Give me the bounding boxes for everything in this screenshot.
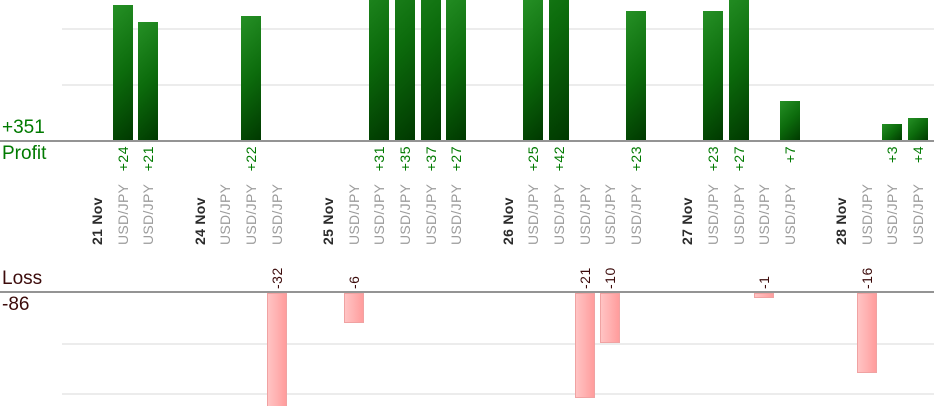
profit-value-label: +35 — [397, 146, 413, 172]
gridline — [62, 343, 934, 345]
profit-value-label: +22 — [243, 146, 259, 172]
instrument-label: USD/JPY — [397, 183, 413, 245]
profit-bar — [369, 0, 389, 141]
profit-bar — [241, 16, 261, 141]
profit-axis-line — [0, 140, 934, 142]
loss-bar — [754, 293, 774, 298]
instrument-label: USD/JPY — [269, 183, 285, 245]
profit-value-label: +23 — [705, 146, 721, 172]
date-label: 28 Nov — [833, 197, 849, 245]
profit-bar — [523, 0, 543, 141]
date-label: 27 Nov — [679, 197, 695, 245]
profit-value-label: +31 — [371, 146, 387, 172]
profit-value-label: +24 — [115, 146, 131, 172]
instrument-label: USD/JPY — [756, 183, 772, 245]
profit-bar — [882, 124, 902, 141]
profit-bar — [113, 5, 133, 141]
loss-value-label: -16 — [859, 267, 875, 289]
profit-value-label: +42 — [551, 146, 567, 172]
loss-value-label: -21 — [577, 267, 593, 289]
profit-value-label: +7 — [782, 146, 798, 163]
gridline — [62, 84, 934, 86]
instrument-label: USD/JPY — [140, 183, 156, 245]
instrument-label: USD/JPY — [705, 183, 721, 245]
profit-bar — [549, 0, 569, 141]
instrument-label: USD/JPY — [731, 183, 747, 245]
instrument-label: USD/JPY — [602, 183, 618, 245]
instrument-label: USD/JPY — [243, 183, 259, 245]
profit-axis-title: Profit — [2, 143, 47, 164]
profit-bar — [395, 0, 415, 141]
profit-plot-area — [0, 0, 934, 141]
profit-bar — [446, 0, 466, 141]
loss-total-label: -86 — [2, 294, 30, 315]
loss-bar — [575, 293, 595, 398]
date-label: 25 Nov — [320, 197, 336, 245]
profit-value-label: +27 — [731, 146, 747, 172]
loss-value-label: -32 — [269, 267, 285, 289]
loss-bar — [857, 293, 877, 373]
instrument-label: USD/JPY — [628, 183, 644, 245]
loss-axis-line — [0, 291, 934, 293]
profit-value-label: +3 — [884, 146, 900, 163]
instrument-label: USD/JPY — [782, 183, 798, 245]
profit-total-label: +351 — [2, 117, 45, 138]
profit-bar — [908, 118, 928, 141]
loss-value-label: -6 — [346, 275, 362, 289]
profit-value-label: +27 — [448, 146, 464, 172]
loss-bar — [600, 293, 620, 343]
loss-bar — [267, 293, 287, 406]
profit-bar — [138, 22, 158, 141]
profit-value-label: +4 — [910, 146, 926, 163]
instrument-label: USD/JPY — [423, 183, 439, 245]
loss-value-label: -10 — [602, 267, 618, 289]
profit-value-label: +25 — [525, 146, 541, 172]
loss-bar — [344, 293, 364, 323]
date-label: 24 Nov — [192, 197, 208, 245]
loss-plot-area — [0, 293, 934, 406]
gridline — [62, 28, 934, 30]
instrument-label: USD/JPY — [577, 183, 593, 245]
loss-axis-title: Loss — [2, 268, 43, 289]
instrument-label: USD/JPY — [884, 183, 900, 245]
profit-value-label: +23 — [628, 146, 644, 172]
profit-bar — [729, 0, 749, 141]
date-label: 26 Nov — [500, 197, 516, 245]
loss-value-label: -1 — [756, 275, 772, 289]
instrument-label: USD/JPY — [525, 183, 541, 245]
instrument-label: USD/JPY — [859, 183, 875, 245]
instrument-label: USD/JPY — [910, 183, 926, 245]
profit-bar — [421, 0, 441, 141]
profit-value-label: +37 — [423, 146, 439, 172]
instrument-label: USD/JPY — [551, 183, 567, 245]
profit-bar — [703, 11, 723, 141]
instrument-label: USD/JPY — [371, 183, 387, 245]
date-label: 21 Nov — [89, 197, 105, 245]
profit-value-label: +21 — [140, 146, 156, 172]
profit-bar — [626, 11, 646, 141]
instrument-label: USD/JPY — [346, 183, 362, 245]
gridline — [62, 393, 934, 395]
instrument-label: USD/JPY — [217, 183, 233, 245]
profit-bar — [780, 101, 800, 141]
instrument-label: USD/JPY — [448, 183, 464, 245]
instrument-label: USD/JPY — [115, 183, 131, 245]
